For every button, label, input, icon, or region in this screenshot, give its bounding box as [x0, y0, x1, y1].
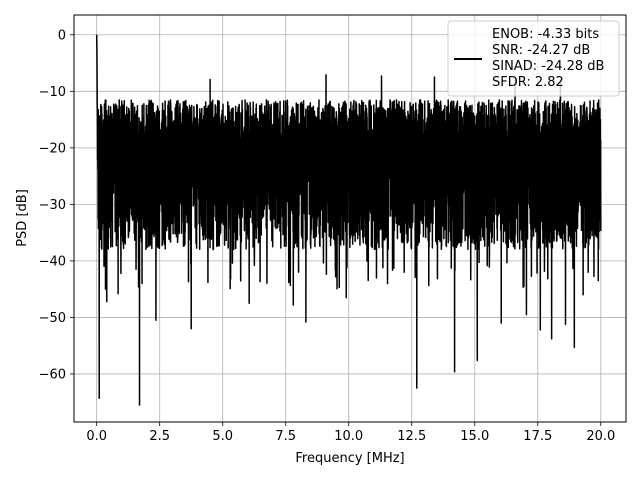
x-tick-label-3: 7.5 [275, 429, 296, 444]
psd-trace [95, 34, 602, 406]
x-axis-label: Frequency [MHz] [295, 451, 404, 466]
legend-box [447, 20, 620, 97]
x-tick-label-2: 5.0 [212, 429, 233, 444]
y-tick-label-4: −40 [39, 254, 66, 269]
y-tick-label-1: −10 [39, 85, 66, 100]
legend-entry-enob: ENOB: -4.33 bits [492, 27, 599, 42]
x-tick-label-8: 20.0 [586, 429, 615, 444]
y-axis-ticks: 0 −10 −20 −30 −40 −50 −60 [39, 28, 74, 382]
x-tick-label-1: 2.5 [149, 429, 170, 444]
y-axis-label: PSD [dB] [15, 189, 30, 247]
y-tick-label-3: −30 [39, 198, 66, 213]
legend-entry-sinad: SINAD: -24.28 dB [492, 59, 604, 74]
x-tick-label-7: 17.5 [523, 429, 552, 444]
y-tick-label-2: −20 [39, 141, 66, 156]
x-axis-ticks: 0.0 2.5 5.0 7.5 10.0 12.5 15.0 17.5 20.0 [86, 422, 615, 444]
y-tick-label-6: −60 [39, 367, 66, 382]
legend-entry-sfdr: SFDR: 2.82 [492, 75, 564, 90]
y-tick-label-5: −50 [39, 311, 66, 326]
x-tick-label-6: 15.0 [460, 429, 489, 444]
plot-frame [73, 14, 627, 423]
x-tick-label-5: 12.5 [397, 429, 426, 444]
y-tick-label-0: 0 [58, 28, 66, 43]
x-tick-label-4: 10.0 [334, 429, 363, 444]
legend: ENOB: -4.33 bits SNR: -24.27 dB SINAD: -… [447, 20, 620, 97]
x-tick-label-0: 0.0 [86, 429, 107, 444]
legend-entry-snr: SNR: -24.27 dB [492, 43, 590, 58]
psd-series-line [95, 34, 602, 406]
